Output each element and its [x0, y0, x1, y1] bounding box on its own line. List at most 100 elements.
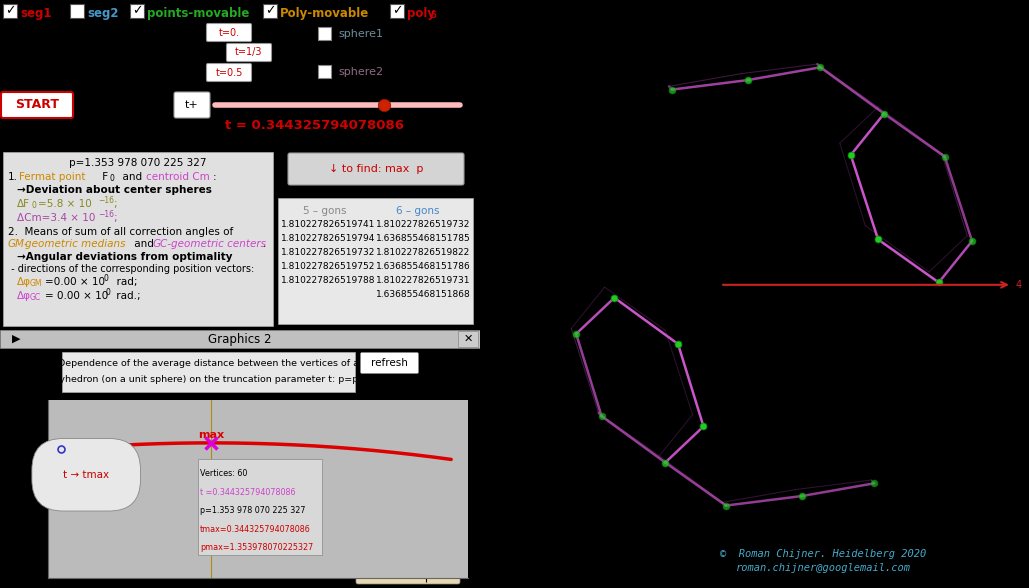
Bar [458, 331, 478, 347]
Text: 4: 4 [1016, 280, 1022, 290]
Text: →Deviation about center spheres: →Deviation about center spheres [17, 185, 212, 195]
FancyBboxPatch shape [1, 92, 73, 118]
Text: −16: −16 [98, 210, 114, 219]
Text: Vertices: 60: Vertices: 60 [200, 469, 247, 479]
Text: →: → [370, 570, 381, 583]
Bar [278, 198, 473, 324]
Bar [318, 65, 331, 78]
Text: ©  Roman Chijner. Heidelberg 2020
roman.chijner@googlemail.com: © Roman Chijner. Heidelberg 2020 roman.c… [720, 549, 926, 573]
Text: t = 0.344325794078086: t = 0.344325794078086 [225, 119, 404, 132]
Text: centroid Cm: centroid Cm [146, 172, 210, 182]
Text: GM-: GM- [8, 239, 29, 249]
Text: poly: poly [407, 6, 435, 19]
Text: F: F [99, 172, 108, 182]
Text: 1.810227826519741: 1.810227826519741 [281, 220, 376, 229]
Text: .: . [263, 239, 267, 249]
Text: sphere2: sphere2 [338, 67, 383, 77]
Text: p=1.353 978 070 225 327: p=1.353 978 070 225 327 [69, 158, 207, 168]
Text: ✕: ✕ [463, 334, 472, 344]
Text: Dependence of the average distance between the vertices of a: Dependence of the average distance betwe… [58, 359, 359, 369]
Text: 1.810227826519732: 1.810227826519732 [281, 248, 376, 257]
Text: t =0.344325794078086: t =0.344325794078086 [200, 488, 295, 497]
Text: tmax=0.344325794078086: tmax=0.344325794078086 [200, 525, 311, 534]
Text: 1.810227826519794: 1.810227826519794 [281, 234, 376, 243]
Text: 5: 5 [430, 11, 436, 19]
FancyBboxPatch shape [174, 92, 210, 118]
FancyBboxPatch shape [356, 560, 460, 584]
Text: V=12: V=12 [175, 24, 204, 34]
Text: max: max [199, 430, 224, 440]
Bar [130, 4, 144, 18]
Text: and: and [116, 172, 148, 182]
FancyBboxPatch shape [207, 64, 251, 82]
Text: START: START [15, 99, 59, 112]
FancyBboxPatch shape [288, 153, 464, 185]
Text: rad.;: rad.; [113, 291, 141, 301]
Text: 1.636855468151785: 1.636855468151785 [376, 234, 470, 243]
Text: ▶: ▶ [12, 334, 21, 344]
Text: 1.810227826519822: 1.810227826519822 [376, 248, 470, 257]
Text: - directions of the corresponding position vectors:: - directions of the corresponding positi… [8, 264, 254, 274]
Text: t → tmax: t → tmax [63, 470, 109, 480]
Text: 0: 0 [110, 174, 115, 183]
Text: ↑: ↑ [3, 479, 13, 492]
Text: ;: ; [113, 199, 116, 209]
Text: ✓: ✓ [5, 5, 15, 18]
Bar [390, 4, 404, 18]
Text: Fermat point: Fermat point [19, 172, 85, 182]
Text: 1.810227826519731: 1.810227826519731 [376, 276, 470, 285]
Text: 1.636855468151786: 1.636855468151786 [376, 262, 470, 271]
Bar [3, 152, 273, 326]
Bar [3, 4, 17, 18]
Text: 3D White/Black: 3D White/Black [368, 567, 448, 577]
Text: Truncated Icosahedron,: Truncated Icosahedron, [40, 38, 175, 48]
Text: ΔF: ΔF [17, 199, 30, 209]
Bar [318, 27, 331, 40]
Text: =0.00 × 10: =0.00 × 10 [45, 277, 105, 287]
Text: Icosidodecahedron,: Icosidodecahedron, [40, 52, 142, 62]
Text: 0: 0 [103, 274, 108, 283]
Text: Icosahedron,: Icosahedron, [40, 24, 107, 34]
Text: 5 – gons: 5 – gons [304, 206, 347, 216]
Text: 2.  Means of sum of all correction angles of: 2. Means of sum of all correction angles… [8, 227, 237, 237]
Text: p=1.353 978 070 225 327: p=1.353 978 070 225 327 [200, 506, 306, 515]
Text: t=0.: t=0. [218, 28, 240, 38]
Text: and: and [131, 239, 157, 249]
Text: GC: GC [30, 293, 41, 302]
Text: =5.8 × 10: =5.8 × 10 [38, 199, 92, 209]
Text: refresh: refresh [371, 358, 407, 368]
Text: V=60: V=60 [175, 38, 204, 48]
Text: ✓: ✓ [392, 5, 402, 18]
Text: 1.810227826519788: 1.810227826519788 [281, 276, 376, 285]
Text: ΔCm=3.4 × 10: ΔCm=3.4 × 10 [17, 213, 96, 223]
Text: p(t): p(t) [0, 493, 22, 506]
Text: t: t [380, 570, 386, 583]
Text: = 0.00 × 10: = 0.00 × 10 [45, 291, 108, 301]
Bar [263, 4, 277, 18]
Text: p=1.353 978 070 225 327: p=1.353 978 070 225 327 [16, 138, 164, 148]
Bar [0, 330, 480, 348]
Text: 1.810227826519752: 1.810227826519752 [281, 262, 376, 271]
Text: points-movable: points-movable [147, 6, 249, 19]
Text: :: : [213, 172, 217, 182]
Text: t=0:: t=0: [3, 24, 26, 34]
Text: t=0.5:: t=0.5: [3, 52, 36, 62]
Text: sphere1: sphere1 [338, 29, 383, 39]
Bar [62, 352, 355, 392]
Text: 6 – gons: 6 – gons [396, 206, 439, 216]
Text: geometric medians: geometric medians [25, 239, 126, 249]
Text: 0: 0 [31, 201, 36, 210]
Text: seg2: seg2 [87, 6, 118, 19]
Text: t:: t: [3, 38, 10, 48]
Text: ✓: ✓ [132, 5, 142, 18]
Text: 0: 0 [106, 288, 111, 297]
Text: ✓: ✓ [264, 5, 275, 18]
Text: Δφ: Δφ [17, 277, 31, 287]
Text: pmax=1.353978070225327: pmax=1.353978070225327 [200, 543, 313, 552]
Text: (pentagonal gyrobirotunda): (pentagonal gyrobirotunda) [40, 66, 210, 76]
Text: Δφ: Δφ [17, 291, 31, 301]
Text: t+: t+ [185, 100, 199, 110]
FancyBboxPatch shape [360, 352, 419, 373]
Text: ;: ; [113, 213, 116, 223]
Text: seg1: seg1 [20, 6, 51, 19]
